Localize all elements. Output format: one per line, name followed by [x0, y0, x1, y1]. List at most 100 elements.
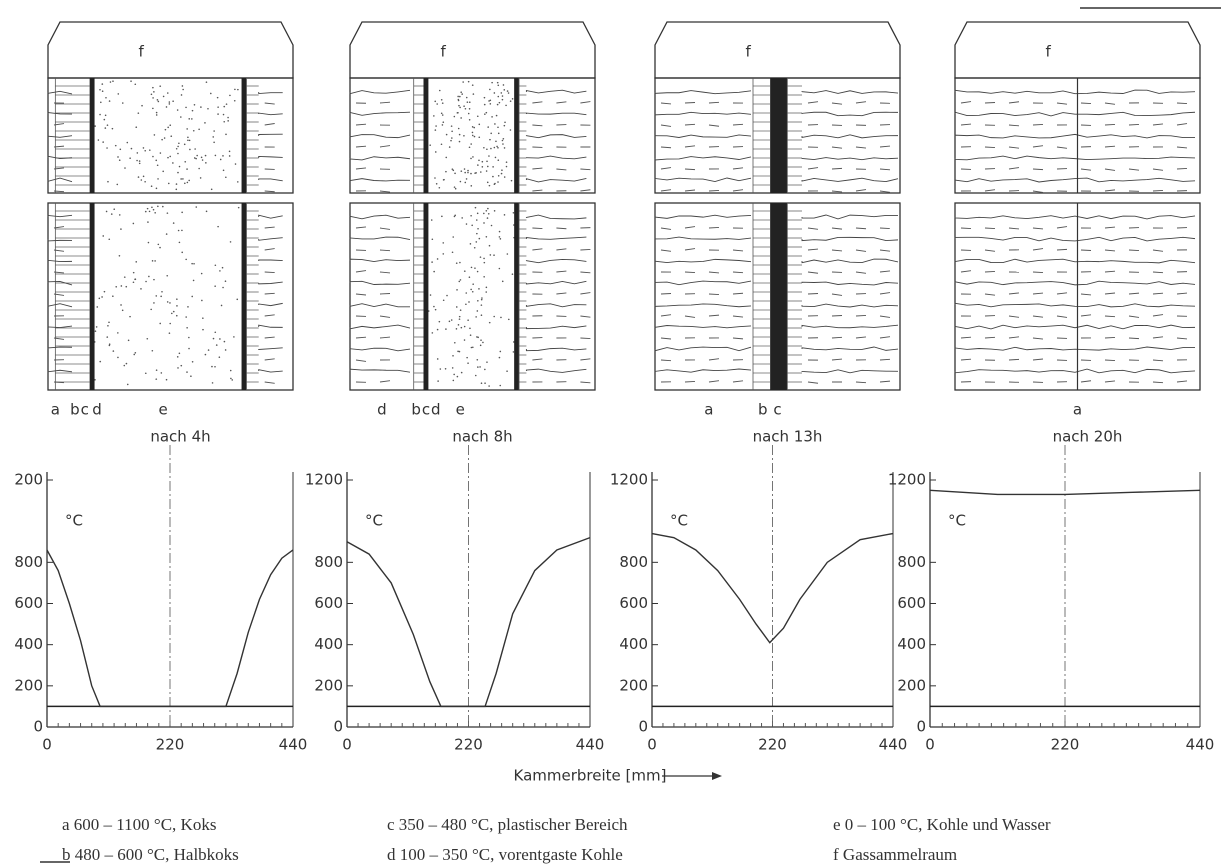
dash: [1008, 358, 1020, 361]
stipple: [157, 178, 159, 180]
stipple: [222, 155, 224, 157]
dash: [1152, 123, 1164, 126]
stipple: [180, 116, 182, 118]
stipple: [501, 95, 504, 97]
stipple: [504, 121, 506, 124]
fissure: [349, 89, 411, 95]
fissure: [954, 280, 1196, 286]
x-tick-label: 220: [156, 736, 185, 754]
stipple: [505, 161, 508, 163]
dash: [379, 249, 391, 252]
plastic-zone: [514, 203, 520, 390]
stipple: [176, 356, 179, 358]
x-tick-label: 440: [879, 736, 908, 754]
stipple: [485, 209, 488, 212]
dash: [879, 270, 891, 273]
stipple: [148, 275, 150, 278]
dash: [1032, 315, 1044, 318]
stipple: [99, 113, 101, 116]
stipple: [172, 162, 174, 164]
stipple: [112, 295, 114, 297]
stipple: [144, 372, 147, 375]
stipple: [457, 95, 459, 98]
fissure: [954, 111, 1196, 117]
fissure: [258, 133, 283, 136]
dash: [1176, 292, 1188, 295]
stipple: [507, 318, 510, 321]
stipple: [200, 106, 202, 108]
stipple: [212, 136, 215, 138]
y-unit: °C: [65, 512, 83, 530]
stipple: [214, 154, 217, 157]
stipple: [154, 260, 156, 262]
dash: [1176, 146, 1188, 149]
y-tick-label: 0: [638, 718, 648, 736]
fissure: [258, 259, 283, 261]
stipple: [108, 100, 111, 102]
key-item: a 600 – 1100 °C, Koks: [62, 815, 216, 834]
dash: [580, 101, 591, 104]
stipple: [511, 273, 514, 275]
dash: [1104, 226, 1116, 229]
dash: [984, 336, 996, 339]
dash: [1104, 380, 1116, 383]
dash: [580, 271, 591, 274]
stipple: [483, 222, 485, 224]
stipple: [230, 377, 232, 380]
stipple: [486, 160, 488, 163]
dash: [1128, 123, 1140, 126]
x-tick-label: 0: [925, 736, 935, 754]
plastic-zone: [770, 203, 788, 390]
stipple: [180, 94, 183, 96]
dash: [264, 190, 275, 193]
stipple: [474, 172, 476, 174]
dash: [855, 249, 867, 252]
stipple: [497, 181, 499, 183]
fissure: [258, 237, 283, 241]
stipple: [467, 112, 470, 115]
stipple: [483, 261, 486, 264]
dash: [708, 124, 720, 127]
stipple: [229, 94, 231, 97]
stipple: [464, 107, 467, 110]
stipple: [142, 175, 145, 178]
y-unit: °C: [670, 512, 688, 530]
dash: [1032, 358, 1044, 361]
stipple: [223, 120, 226, 123]
dash: [379, 315, 391, 318]
plastic-zone: [241, 78, 247, 193]
stipple: [162, 170, 164, 173]
stipple: [180, 178, 182, 180]
dash: [1176, 168, 1188, 170]
stipple: [471, 290, 474, 293]
stipple: [207, 349, 210, 351]
stipple: [157, 243, 160, 246]
stipple: [194, 148, 196, 150]
stipple: [166, 212, 169, 214]
stipple: [137, 176, 140, 178]
fissure: [801, 281, 899, 286]
stipple: [152, 107, 154, 110]
stipple: [468, 101, 471, 104]
stipple: [151, 260, 154, 262]
stipple: [489, 138, 491, 141]
dash: [1152, 168, 1164, 171]
y-tick-label: 0: [333, 718, 343, 736]
stipple: [181, 251, 184, 254]
stipple: [95, 326, 98, 328]
stipple: [153, 278, 155, 281]
dash: [984, 189, 996, 192]
stipple: [487, 212, 490, 215]
stipple: [491, 116, 493, 118]
stipple: [458, 133, 461, 136]
dash: [879, 190, 891, 193]
fissure: [258, 92, 283, 95]
stipple: [457, 98, 460, 101]
dash: [1080, 380, 1092, 383]
fissure: [801, 346, 899, 351]
stipple: [499, 384, 502, 387]
fissure: [525, 112, 587, 116]
stipple: [123, 276, 126, 278]
stipple: [109, 81, 112, 83]
